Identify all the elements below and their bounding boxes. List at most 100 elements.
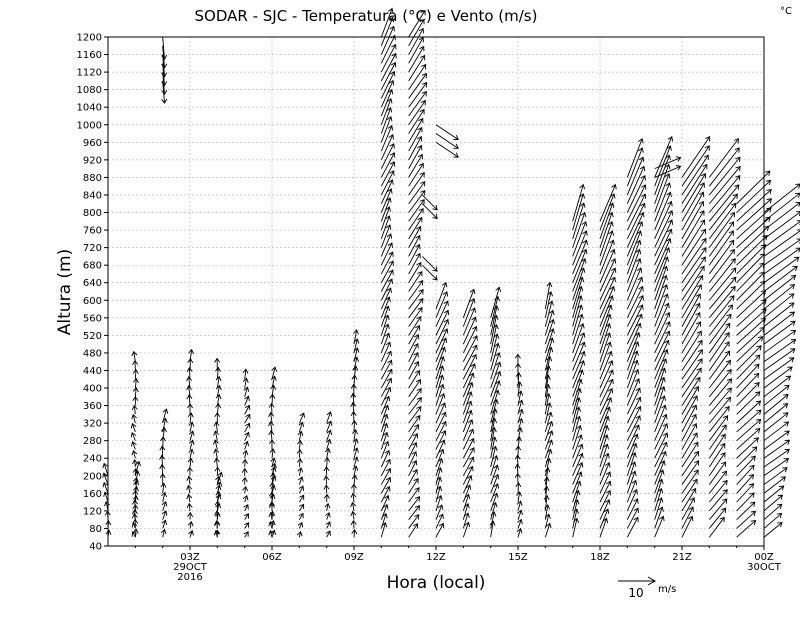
wind-vector: [243, 440, 250, 450]
wind-vector-head: [766, 207, 772, 213]
wind-vector: [708, 147, 740, 187]
wind-vector-shaft: [352, 402, 355, 415]
wind-vector-shaft: [380, 8, 393, 38]
wind-vector-head: [133, 480, 140, 486]
wind-vector-shaft: [380, 224, 391, 248]
wind-vector-head: [549, 328, 555, 334]
wind-vector: [408, 243, 421, 266]
wind-vector-shaft: [544, 291, 552, 318]
wind-vector-shaft: [654, 164, 670, 204]
wind-vector-shaft: [271, 367, 276, 380]
wind-vector-head: [387, 7, 394, 14]
wind-scale-arrowhead: [647, 576, 657, 586]
wind-vector: [626, 498, 639, 520]
wind-vector-head: [243, 513, 250, 519]
wind-vector-head: [432, 266, 438, 272]
wind-vector: [572, 313, 584, 345]
wind-vector: [215, 366, 221, 380]
wind-vector-head: [493, 473, 500, 480]
wind-vector-head: [493, 483, 500, 489]
wind-vector: [244, 522, 250, 529]
wind-vector-head: [665, 321, 671, 327]
wind-vector: [681, 497, 695, 520]
wind-vector: [408, 171, 425, 196]
y-tick-label: 600: [83, 296, 102, 307]
wind-vector: [681, 284, 702, 319]
wind-vector: [544, 300, 554, 327]
wind-vector-shaft: [298, 495, 305, 503]
wind-vector-head: [161, 81, 168, 87]
wind-vector-shaft: [326, 457, 328, 468]
wind-vector: [268, 530, 275, 538]
wind-vector-shaft: [654, 330, 670, 362]
wind-vector-shaft: [654, 173, 670, 213]
wind-vector: [213, 439, 219, 450]
wind-vector-head: [418, 207, 424, 214]
wind-vector-shaft: [708, 249, 735, 283]
wind-vector-shaft: [326, 503, 329, 511]
wind-vector: [242, 377, 249, 389]
wind-vector-head: [543, 494, 550, 501]
wind-vector-shaft: [408, 307, 423, 327]
wind-vector: [352, 429, 359, 441]
wind-vector-head: [389, 161, 396, 167]
wind-vector-shaft: [572, 212, 586, 248]
wind-vector-head: [443, 309, 450, 316]
wind-vector-head: [419, 45, 425, 52]
wind-vector: [462, 512, 470, 529]
wind-vector-shaft: [188, 385, 191, 397]
wind-vector-head: [546, 448, 553, 455]
wind-vector: [408, 469, 418, 485]
wind-vector-head: [324, 456, 331, 463]
wind-vector-head: [324, 447, 331, 454]
wind-vector: [626, 137, 644, 178]
wind-vector-head: [188, 430, 195, 436]
wind-vector-shaft: [654, 312, 670, 345]
wind-vector-shaft: [271, 448, 274, 459]
wind-vector-head: [579, 360, 586, 366]
wind-vector-head: [351, 474, 358, 480]
wind-vector: [408, 487, 420, 503]
wind-vector: [408, 9, 426, 38]
wind-vector-shaft: [626, 166, 645, 204]
wind-vector-shaft: [216, 376, 220, 389]
wind-vector-head: [754, 363, 760, 370]
wind-vector-shaft: [654, 479, 663, 503]
wind-vector-head: [661, 450, 667, 457]
x-tick-label: 21Z: [672, 552, 692, 563]
y-tick-label: 1200: [77, 33, 102, 44]
wind-vector-head: [244, 522, 250, 528]
wind-vector-shaft: [380, 504, 388, 520]
wind-vector-head: [270, 466, 277, 472]
wind-vector-head: [667, 219, 674, 225]
wind-vector-shaft: [572, 332, 585, 362]
wind-vector-shaft: [408, 370, 420, 389]
wind-vector-head: [576, 471, 583, 477]
wind-vector-head: [241, 476, 248, 483]
wind-vector: [323, 493, 330, 503]
wind-vector-head: [415, 243, 421, 250]
wind-vector-head: [634, 331, 641, 338]
wind-vector: [763, 183, 800, 213]
wind-vector: [102, 462, 109, 476]
wind-vector-shaft: [353, 429, 357, 441]
wind-vector: [380, 242, 393, 266]
wind-vector: [380, 52, 397, 82]
wind-vector-head: [382, 413, 389, 420]
wind-vector-head: [438, 522, 445, 529]
wind-vector-head: [131, 499, 138, 505]
x-tick-label: 09Z: [344, 552, 364, 563]
wind-vector-shaft: [626, 157, 644, 196]
wind-vector: [462, 419, 474, 441]
wind-vector-shaft: [654, 349, 668, 380]
wind-vector: [654, 423, 669, 450]
wind-vector-shaft: [763, 467, 788, 485]
wind-vector-head: [215, 484, 222, 491]
wind-vector: [380, 215, 391, 239]
wind-vector-head: [607, 387, 614, 394]
wind-vector-shaft: [626, 507, 639, 529]
wind-vector-head: [214, 529, 221, 535]
wind-vector: [654, 487, 664, 512]
wind-vector-shaft: [517, 455, 519, 468]
wind-vector: [708, 461, 727, 485]
